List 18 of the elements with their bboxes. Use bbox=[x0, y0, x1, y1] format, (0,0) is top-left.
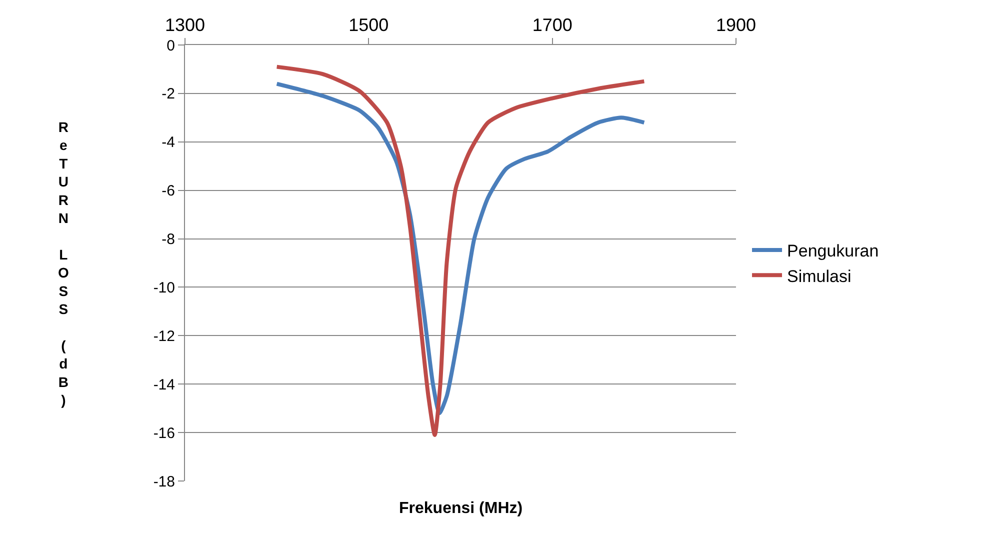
legend-label: Pengukuran bbox=[787, 242, 879, 261]
x-tick-label: 1500 bbox=[348, 14, 389, 35]
y-tick-label: -6 bbox=[162, 182, 175, 200]
y-tick-label: -16 bbox=[153, 424, 175, 442]
y-tick-label: -18 bbox=[153, 473, 175, 490]
y-tick-label: -12 bbox=[153, 328, 175, 345]
y-tick-label: 0 bbox=[166, 37, 175, 54]
text: ReTURN LOSS (dB) bbox=[58, 119, 69, 408]
y-tick-label: -10 bbox=[153, 279, 175, 296]
x-tick-label: 1700 bbox=[532, 14, 572, 35]
y-tick-label: -2 bbox=[162, 86, 175, 103]
y-tick-label: -14 bbox=[153, 376, 175, 394]
x-tick-label: 1300 bbox=[164, 14, 206, 35]
x-axis-title: Frekuensi (MHz) bbox=[399, 500, 523, 517]
y-tick-label: -4 bbox=[162, 134, 175, 152]
legend-label: Simulasi bbox=[787, 266, 852, 286]
x-tick-label: 1900 bbox=[716, 14, 756, 35]
y-tick-label: -8 bbox=[162, 231, 175, 248]
